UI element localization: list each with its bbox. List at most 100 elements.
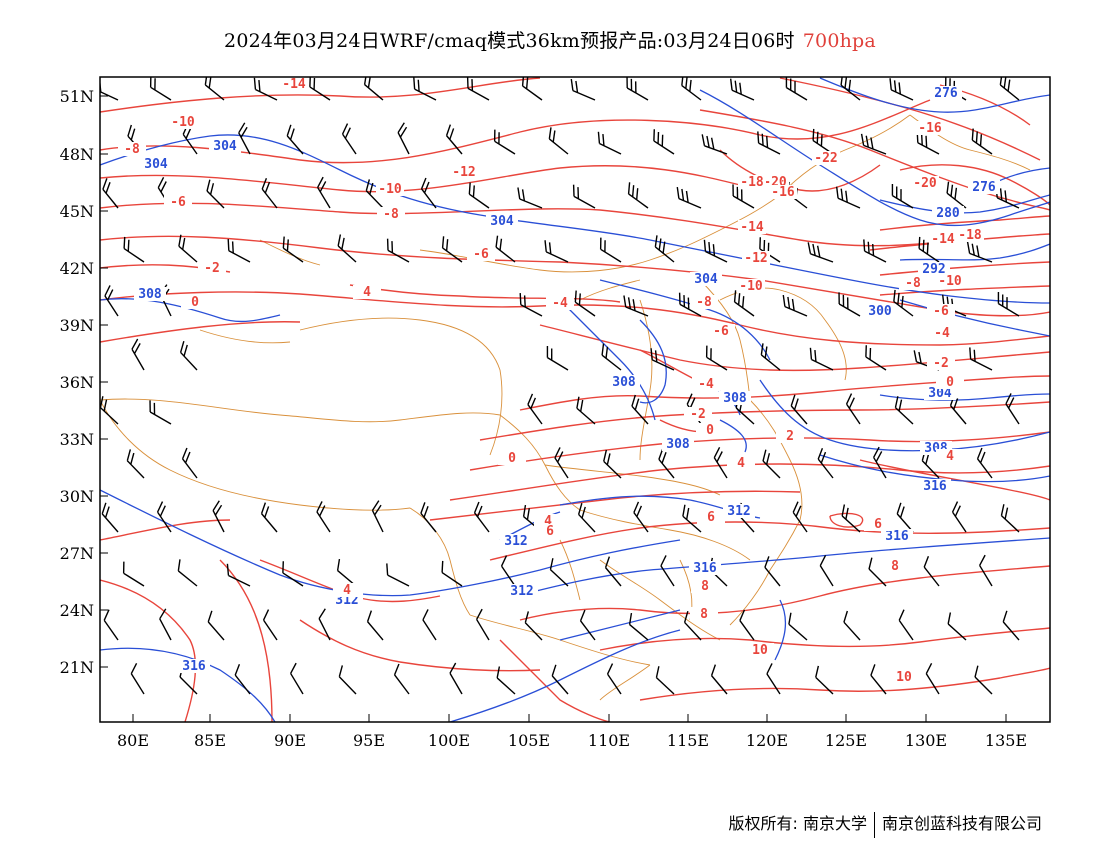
boundary-line: [579, 279, 641, 301]
label-backing: [486, 214, 518, 228]
temperature-isotherm: [699, 109, 1050, 211]
wind-barb: [891, 183, 914, 209]
wind-barb: [729, 78, 755, 101]
wind-barb: [336, 558, 357, 587]
wind-barb: [548, 127, 569, 155]
temperature-label: -6: [473, 247, 489, 262]
wind-barb: [366, 610, 384, 641]
height-isoline: [100, 647, 276, 722]
temperature-label: -4: [698, 377, 714, 392]
wind-barb: [655, 666, 675, 695]
temperature-label: 0: [508, 451, 516, 466]
wind-barb: [206, 179, 225, 209]
wind-barb: [122, 561, 145, 587]
wind-barb: [441, 560, 463, 587]
wind-barb: [788, 612, 808, 641]
wind-barb: [705, 345, 728, 371]
boundary-line: [544, 464, 721, 496]
boundary-line: [199, 329, 291, 344]
height-isoline: [759, 379, 1050, 452]
wind-barb: [576, 396, 596, 425]
temperature-isotherm: [859, 459, 1050, 501]
wind-barb: [976, 447, 993, 479]
wind-barb: [997, 291, 1020, 317]
wind-barb: [947, 612, 967, 641]
height-isoline: [719, 419, 747, 453]
wind-barb: [703, 239, 728, 263]
wind-barb: [790, 394, 808, 425]
height-label: 312: [504, 534, 527, 549]
wind-barb: [386, 238, 410, 263]
wind-barb: [204, 77, 225, 101]
wind-barb: [179, 341, 198, 371]
label-backing: [723, 504, 755, 518]
wind-barb: [282, 236, 304, 263]
wind-barb: [916, 131, 940, 155]
label-backing: [134, 287, 166, 301]
wind-barb: [261, 177, 278, 209]
lat-tick-label: 45N: [60, 202, 94, 221]
lon-tick-label: 105E: [508, 731, 550, 750]
temperature-isotherm: [479, 401, 1050, 441]
temperature-isotherm: [100, 579, 197, 722]
temperature-isotherm: [779, 77, 1041, 161]
height-isoline: [559, 299, 656, 421]
lon-tick-label: 85E: [194, 731, 226, 750]
wind-barb: [227, 239, 251, 263]
wind-barb: [338, 665, 357, 695]
title-level: 700hpa: [802, 30, 876, 52]
temperature-label: -2: [204, 261, 220, 276]
wind-barb: [524, 611, 543, 641]
label-backing: [546, 296, 574, 310]
height-isoline: [879, 393, 1050, 401]
wind-barb: [420, 177, 437, 209]
label-backing: [164, 195, 192, 209]
height-label: 280: [936, 206, 960, 221]
height-label: 316: [923, 479, 947, 494]
height-isoline: [774, 599, 787, 661]
temperature-label: -8: [124, 142, 140, 157]
temperature-label: -6: [933, 304, 949, 319]
temperature-label: -4: [934, 326, 950, 341]
label-backing: [956, 228, 984, 242]
wind-barb: [757, 131, 781, 155]
wind-barbs: [100, 77, 1020, 695]
temperature-label: 2: [786, 429, 794, 444]
lon-tick-label: 115E: [667, 731, 709, 750]
label-backing: [769, 185, 797, 199]
temperature-label: 8: [891, 559, 899, 574]
wind-barb: [894, 396, 914, 425]
wind-barb: [979, 554, 993, 587]
wind-barb: [149, 400, 172, 425]
boundary-line: [599, 559, 721, 641]
temperature-isotherm: [349, 284, 621, 303]
wind-barb: [627, 182, 649, 209]
temperature-isotherm: [469, 431, 1050, 471]
label-backing: [927, 356, 955, 370]
label-backing: [692, 377, 720, 391]
temperature-label: -10: [739, 279, 763, 294]
label-backing: [169, 115, 197, 129]
height-isoline: [100, 489, 681, 597]
lon-tick-label: 120E: [746, 731, 788, 750]
label-backing: [881, 529, 913, 543]
height-label: 304: [694, 272, 718, 287]
label-backing: [209, 139, 241, 153]
wind-barb: [925, 662, 940, 695]
boundary-line: [824, 319, 847, 381]
height-isoline: [519, 537, 1050, 596]
wind-barb: [658, 448, 675, 479]
label-backing: [696, 423, 724, 437]
temperature-isotherm: [499, 639, 611, 722]
wind-barb: [701, 134, 728, 155]
wind-barb: [946, 181, 967, 209]
wind-barb: [815, 665, 834, 695]
temperature-label: 4: [544, 514, 552, 529]
wind-barb: [603, 449, 622, 479]
wind-barb: [623, 295, 649, 317]
boundary-line: [639, 299, 653, 461]
temperature-label: 10: [752, 643, 768, 658]
temperature-label: 4: [946, 449, 954, 464]
label-backing: [890, 670, 918, 684]
label-backing: [376, 182, 404, 196]
